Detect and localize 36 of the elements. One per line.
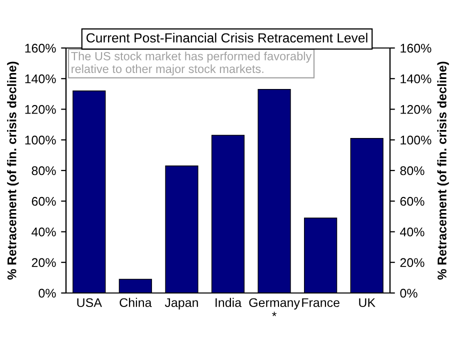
bar <box>258 88 291 293</box>
y-tick-label: 160% <box>25 44 56 53</box>
bar <box>304 218 338 293</box>
y-axis-title: % Retracement (of fin. crisis decline) <box>7 62 19 280</box>
y2-tick-label: 60% <box>400 196 424 206</box>
y-tick-label: 0% <box>38 288 56 298</box>
y2-axis-title: % Retracement (of fin. crisis decline) <box>437 62 449 280</box>
x-tick-label: Germany * <box>249 298 300 316</box>
y2-tick-label: 20% <box>400 258 424 268</box>
bar <box>72 90 106 293</box>
y-tick-label: 40% <box>32 228 56 236</box>
y-tick-label: 140% <box>25 74 56 84</box>
x-tick-label: France <box>302 298 340 308</box>
y2-tick-label: 140% <box>400 74 432 84</box>
y2-tick-label: 120% <box>400 105 432 114</box>
y2-tick-label: 0% <box>400 288 418 298</box>
x-tick-label: USA <box>77 298 102 308</box>
y-tick-label: 80% <box>32 166 56 176</box>
annotation: The US stock market has performed favorably relative to other major stock markets. <box>71 52 312 76</box>
y-tick-label: 20% <box>32 258 56 268</box>
y2-tick-label: 160% <box>400 44 432 53</box>
chart-title: Current Post-Financial Crisis Retracement Level <box>86 32 368 43</box>
y-tick-label: 100% <box>25 136 56 145</box>
y-tick-label: 60% <box>32 196 56 206</box>
bar <box>165 166 198 293</box>
y-tick-label: 120% <box>25 105 56 114</box>
x-tick-label: China <box>120 298 152 308</box>
bar <box>350 138 384 293</box>
bar <box>211 134 245 293</box>
x-tick-label: UK <box>359 298 376 308</box>
y2-tick-label: 100% <box>400 136 432 145</box>
x-tick-label: Japan <box>164 298 198 310</box>
y2-tick-label: 80% <box>400 166 424 176</box>
x-tick-label: India <box>216 298 242 308</box>
bar <box>118 278 152 293</box>
y2-tick-label: 40% <box>400 228 424 236</box>
